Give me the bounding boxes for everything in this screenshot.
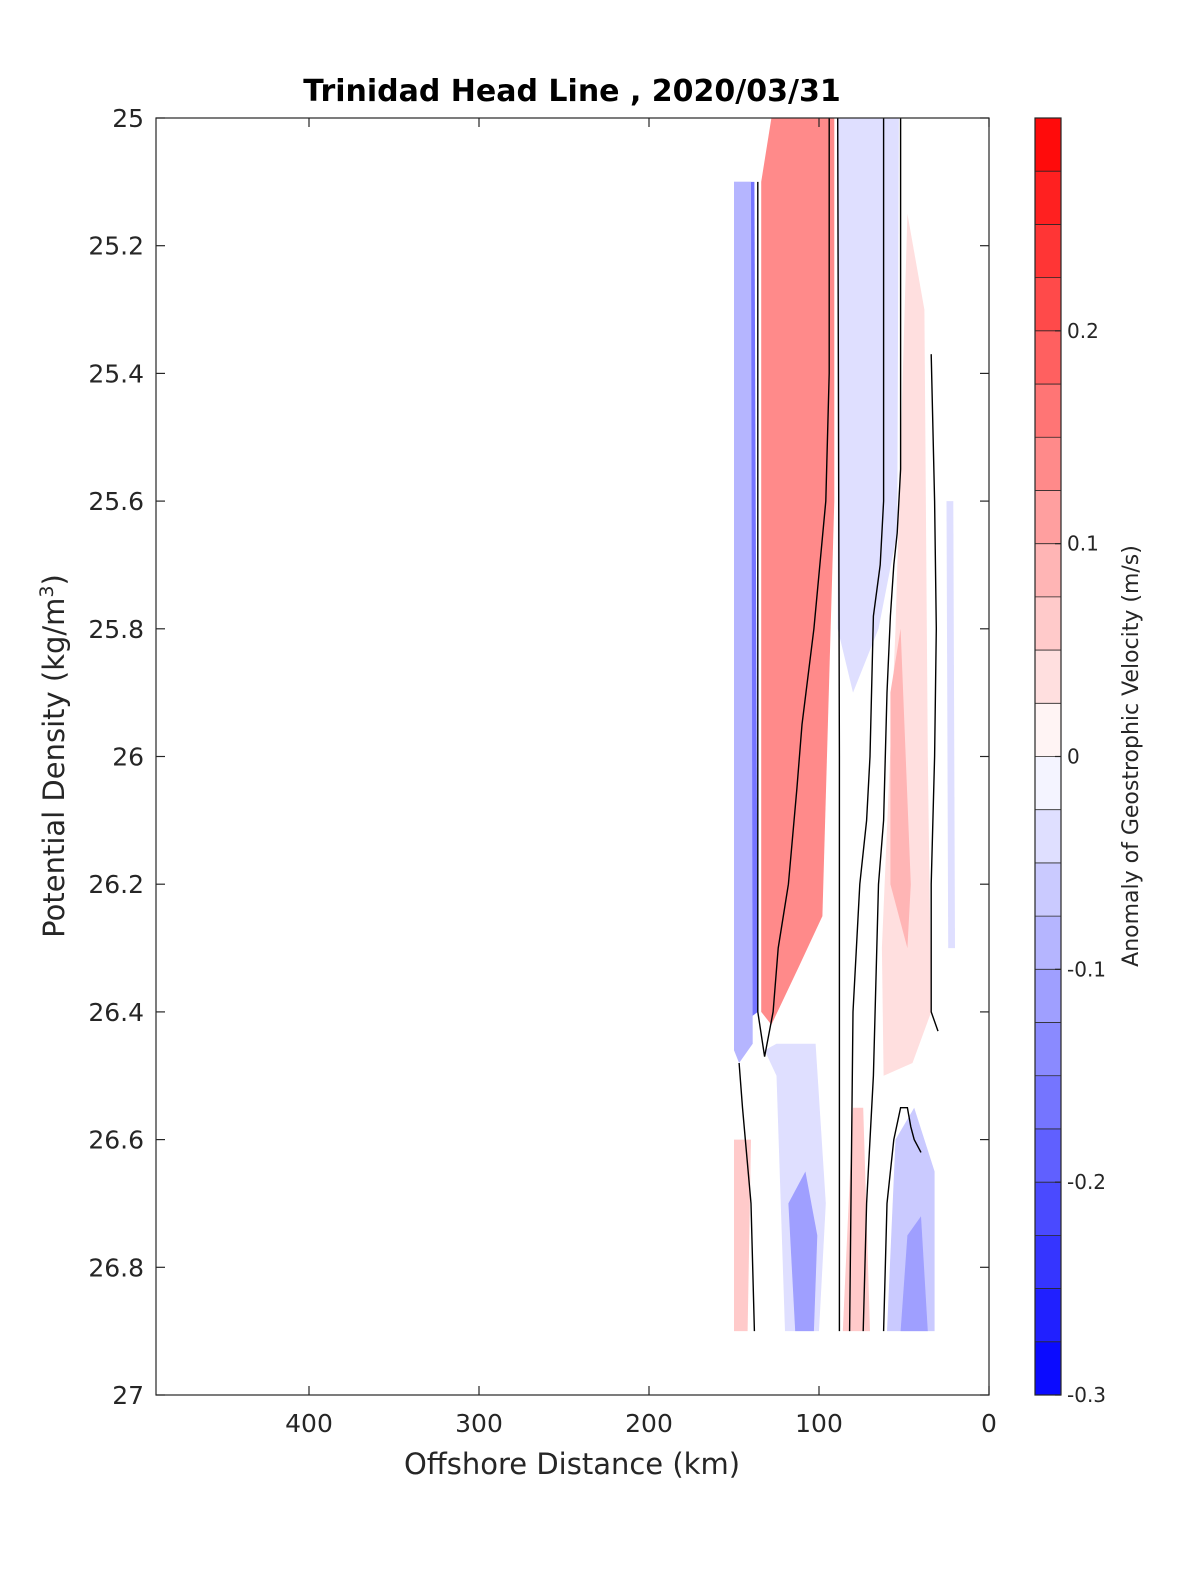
y-tick-label: 25.8 [88, 615, 144, 644]
colorbar-swatch [1035, 809, 1061, 864]
colorbar-swatch [1035, 596, 1061, 651]
colorbar-swatch [1035, 118, 1061, 172]
colorbar-swatch [1035, 862, 1061, 917]
y-tick-label: 26.4 [88, 998, 144, 1027]
colorbar-swatch [1035, 1182, 1061, 1236]
colorbar-tick-label: 0.1 [1067, 532, 1099, 556]
colorbar-swatch [1035, 1288, 1061, 1343]
colorbar-tick-label: 0.2 [1067, 319, 1099, 343]
colorbar: 0.2 0.1 0 -0.1 -0.2 -0.3 Anomaly of Geostroph… [1034, 117, 1144, 1407]
zero-contour-0 [757, 118, 830, 1057]
y-tick-label: 25.6 [88, 487, 144, 516]
colorbar-swatch [1035, 1341, 1061, 1396]
colorbar-tick-label: -0.3 [1067, 1383, 1106, 1407]
y-tick-label: 25.2 [88, 232, 144, 261]
colorbar-swatch [1035, 277, 1061, 332]
colorbar-swatch [1035, 437, 1061, 491]
y-axis-ticks: 25 25.2 25.4 25.6 25.8 26 26.2 26.4 26.6 26.8 27 [88, 104, 989, 1410]
y-tick-label: 25.4 [88, 359, 144, 388]
x-axis-ticks: 400 300 200 100 0 [285, 118, 997, 1438]
colorbar-swatch [1035, 1075, 1061, 1130]
colorbar-swatch [1035, 1022, 1061, 1077]
colorbar-swatch [1035, 330, 1061, 385]
colorbar-ticks: 0.2 0.1 0 -0.1 -0.2 -0.3 [1055, 319, 1106, 1407]
colorbar-swatch [1035, 490, 1061, 545]
velocity-region-13 [734, 1139, 751, 1332]
colorbar-tick-label: -0.2 [1067, 1170, 1106, 1194]
zero-contour-1 [837, 118, 841, 1332]
colorbar-swatch [1035, 969, 1061, 1024]
zero-contours [738, 118, 939, 1332]
y-axis-label-main: Potential Density (kg/m [37, 598, 71, 938]
colorbar-swatch [1035, 224, 1061, 279]
velocity-region-1 [734, 181, 753, 1063]
velocity-region-4 [761, 118, 835, 1025]
y-tick-label: 27 [112, 1381, 144, 1410]
y-tick-label: 26 [112, 743, 144, 772]
chart-title: Trinidad Head Line , 2020/03/31 [303, 74, 840, 109]
x-axis-label: Offshore Distance (km) [404, 1447, 740, 1481]
y-tick-label: 26.6 [88, 1126, 144, 1155]
zero-contour-2 [848, 118, 885, 1332]
x-tick-label: 300 [455, 1409, 503, 1438]
colorbar-tick-label: -0.1 [1067, 957, 1106, 981]
velocity-field [734, 118, 955, 1332]
zero-contour-4 [930, 354, 939, 1032]
colorbar-swatch [1035, 756, 1061, 811]
colorbar-swatch [1035, 543, 1061, 598]
colorbar-swatches [1035, 118, 1061, 1396]
colorbar-swatch [1035, 916, 1061, 970]
zero-contour-3 [862, 118, 902, 1332]
colorbar-label: Anomaly of Geostrophic Velocity (m/s) [1119, 545, 1144, 967]
colorbar-swatch [1035, 171, 1061, 225]
colorbar-swatch [1035, 1235, 1061, 1290]
y-axis-label-close: ) [37, 574, 71, 585]
plot-area: 400 300 200 100 0 25 25.2 25.4 25.6 25.8 26 26.2 26… [88, 104, 997, 1438]
y-axis-label: Potential Density (kg/m3) [36, 574, 71, 938]
y-tick-label: 26.8 [88, 1253, 144, 1282]
colorbar-swatch [1035, 703, 1061, 757]
x-tick-label: 0 [981, 1409, 997, 1438]
zero-contour-5 [738, 1062, 756, 1332]
velocity-region-16 [900, 1216, 928, 1332]
y-tick-label: 26.2 [88, 870, 144, 899]
velocity-region-9 [890, 628, 911, 949]
velocity-region-12 [788, 1171, 818, 1332]
x-tick-label: 100 [795, 1409, 843, 1438]
colorbar-swatch [1035, 650, 1061, 704]
y-axis-label-superscript: 3 [36, 585, 58, 597]
velocity-region-10 [946, 501, 955, 949]
x-tick-label: 200 [625, 1409, 673, 1438]
y-tick-label: 25 [112, 104, 144, 133]
x-tick-label: 400 [285, 1409, 333, 1438]
zero-contour-6 [882, 1106, 922, 1332]
colorbar-swatch [1035, 1128, 1061, 1183]
colorbar-swatch [1035, 384, 1061, 438]
colorbar-tick-label: 0 [1067, 745, 1080, 769]
